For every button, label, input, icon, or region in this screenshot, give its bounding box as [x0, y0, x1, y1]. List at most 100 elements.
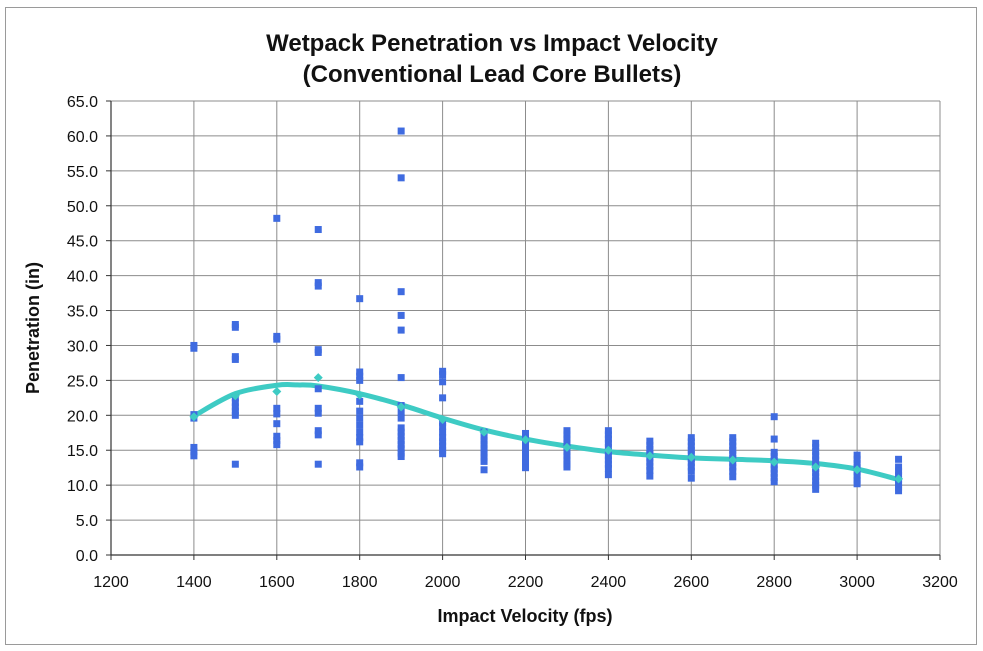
data-point [314, 409, 322, 417]
data-point [231, 399, 239, 407]
data-point [397, 311, 405, 319]
data-point [480, 441, 488, 449]
data-point [480, 466, 488, 474]
data-point [729, 463, 737, 471]
data-point [812, 477, 820, 485]
data-point [563, 456, 571, 464]
y-tick-label: 35.0 [67, 304, 98, 321]
x-axis-title: Impact Velocity (fps) [437, 606, 612, 626]
x-tick-label: 1800 [342, 574, 378, 591]
y-axis-title: Penetration (in) [23, 262, 43, 394]
data-point [646, 472, 654, 480]
data-point [687, 467, 695, 475]
data-point [812, 439, 820, 447]
data-point [604, 464, 612, 472]
data-point [646, 437, 654, 445]
data-point [439, 438, 447, 446]
data-point [397, 127, 405, 135]
data-point [397, 424, 405, 432]
data-point [729, 473, 737, 481]
data-point [687, 434, 695, 442]
data-point [812, 452, 820, 460]
data-point [646, 441, 654, 449]
data-point [231, 323, 239, 331]
data-point [479, 427, 489, 437]
y-tick-label: 55.0 [67, 164, 98, 181]
chart-frame [5, 7, 977, 645]
data-point [604, 427, 612, 435]
data-point [812, 448, 820, 456]
data-point [812, 473, 820, 481]
data-point [231, 407, 239, 415]
chart-title: Wetpack Penetration vs Impact Velocity [266, 30, 718, 57]
data-point [439, 394, 447, 402]
data-point [273, 420, 281, 428]
data-point [728, 455, 738, 465]
data-point [563, 435, 571, 443]
data-point [273, 404, 281, 412]
data-point [853, 472, 861, 480]
data-point [273, 432, 281, 440]
data-point [190, 452, 198, 460]
data-point [812, 481, 820, 489]
data-point [397, 409, 405, 417]
data-point [314, 431, 322, 439]
data-point [355, 390, 365, 400]
data-point [894, 474, 904, 484]
data-point [356, 421, 364, 429]
data-point [273, 441, 281, 449]
data-point [812, 443, 820, 451]
data-point [770, 469, 778, 477]
data-point [604, 460, 612, 468]
data-point [770, 435, 778, 443]
data-point [314, 427, 322, 435]
data-point [314, 348, 322, 356]
data-point [397, 414, 405, 422]
data-point [356, 428, 364, 436]
data-point [521, 435, 530, 445]
data-point [770, 453, 778, 461]
data-point [770, 413, 778, 421]
data-point [604, 435, 612, 443]
data-point [439, 422, 447, 430]
x-tick-label: 2400 [591, 574, 627, 591]
data-point [646, 462, 654, 470]
data-point [397, 441, 405, 449]
data-point [273, 335, 281, 343]
data-point [729, 442, 737, 450]
data-point [604, 471, 612, 479]
data-point [439, 428, 447, 436]
data-point [687, 463, 695, 471]
data-point [480, 445, 488, 453]
data-point [604, 452, 612, 460]
data-point [439, 442, 447, 450]
x-tick-label: 3200 [922, 574, 958, 591]
data-point [853, 460, 861, 468]
chart-subtitle: (Conventional Lead Core Bullets) [303, 61, 682, 88]
data-point [397, 174, 405, 182]
data-point [356, 459, 364, 467]
data-point [687, 442, 695, 450]
trendline-group [191, 381, 902, 483]
data-point [313, 373, 323, 383]
data-point [769, 457, 779, 467]
data-point [645, 451, 655, 461]
data-point [356, 295, 364, 303]
data-point [852, 465, 862, 475]
data-point [563, 463, 571, 471]
y-tick-label: 20.0 [67, 408, 98, 425]
data-point [770, 448, 778, 456]
data-point [480, 436, 488, 444]
data-point [770, 465, 778, 473]
data-point [439, 371, 447, 379]
data-point [895, 455, 903, 463]
data-point [397, 436, 405, 444]
data-point [563, 452, 571, 460]
data-point [812, 469, 820, 477]
data-point [686, 452, 696, 462]
data-point [190, 344, 198, 352]
data-point [646, 466, 654, 474]
y-tick-label: 10.0 [67, 478, 98, 495]
data-point [480, 453, 488, 461]
